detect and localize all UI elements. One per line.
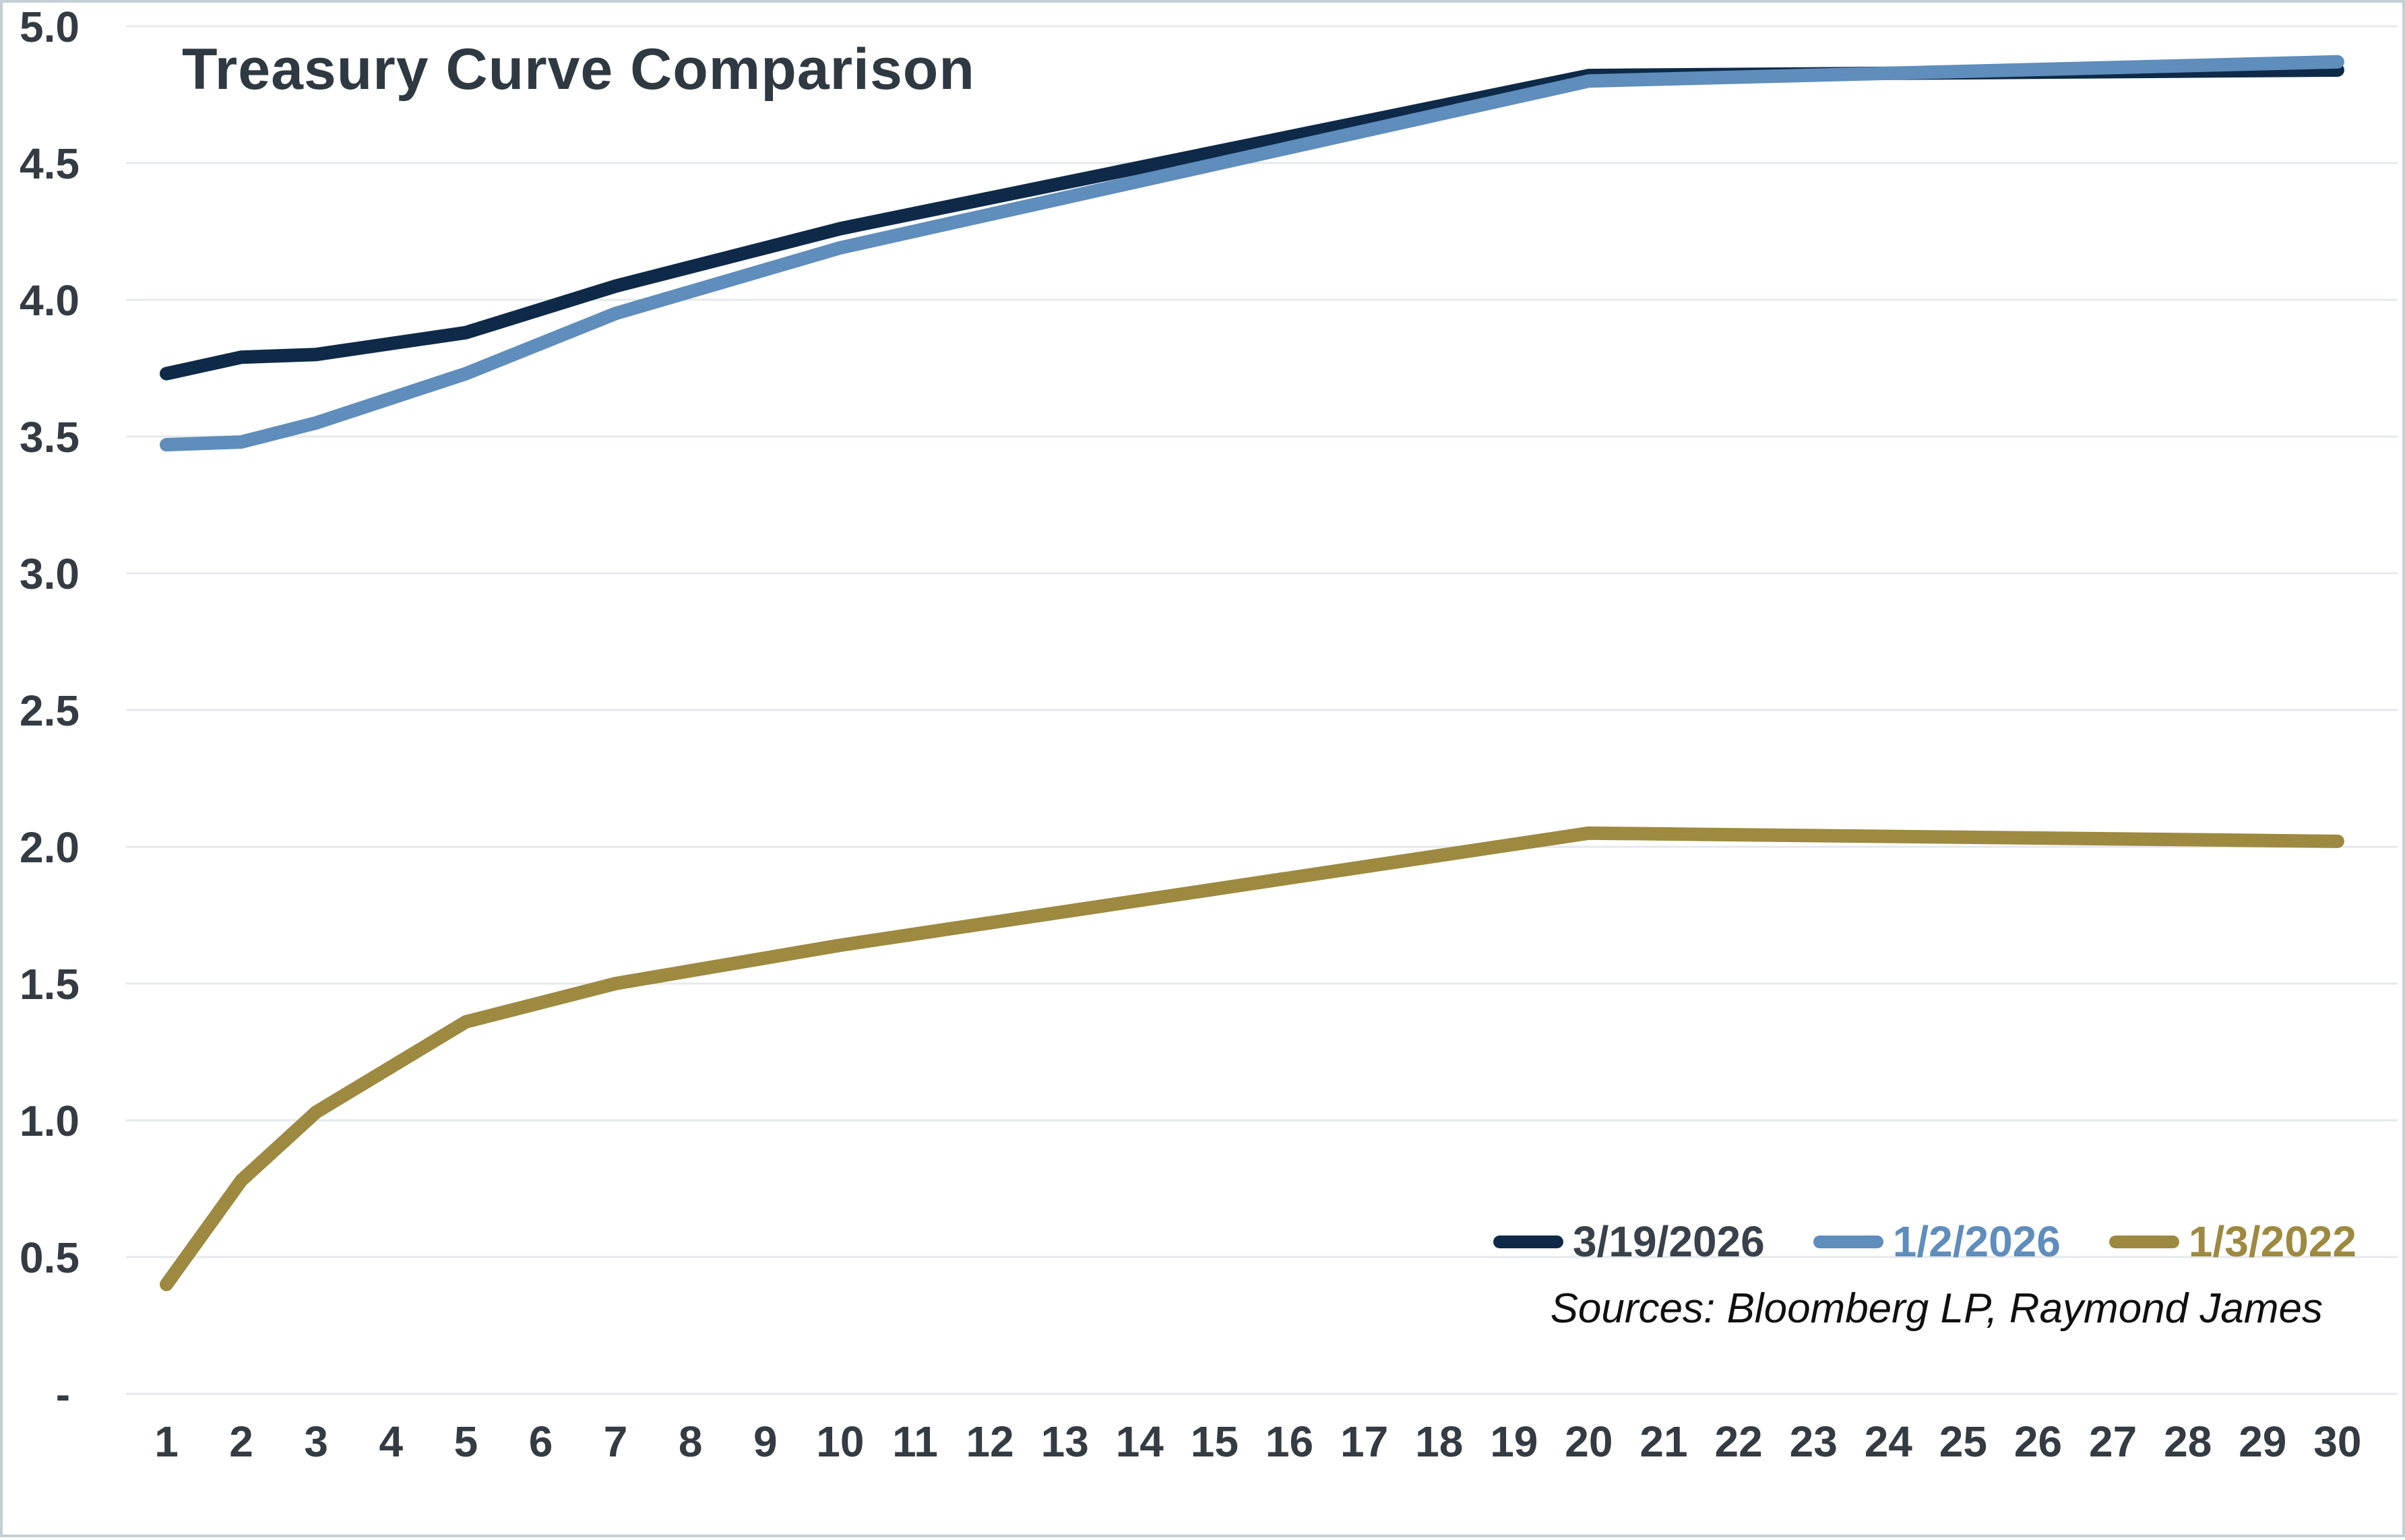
x-axis-label: 17 bbox=[1340, 1417, 1388, 1466]
y-axis-label: 2.5 bbox=[20, 686, 80, 735]
legend-label: 3/19/2026 bbox=[1573, 1217, 1765, 1266]
x-axis-label: 13 bbox=[1041, 1417, 1089, 1466]
legend-swatch bbox=[1813, 1235, 1883, 1248]
y-axis-label: 3.0 bbox=[20, 550, 80, 598]
y-axis-label: 1.5 bbox=[20, 960, 80, 1008]
x-axis-label: 7 bbox=[604, 1417, 628, 1466]
x-axis-label: 22 bbox=[1715, 1417, 1763, 1466]
x-axis-label: 2 bbox=[229, 1417, 253, 1466]
series-line-3-19-2026 bbox=[160, 63, 2344, 381]
x-axis-label: 14 bbox=[1116, 1417, 1164, 1466]
y-axis-label: 4.0 bbox=[20, 276, 80, 325]
plot-area: -0.51.01.52.02.53.03.54.04.55.01 2 3 4 5 6 7 8 9… bbox=[20, 3, 2398, 1466]
x-axis-label: 28 bbox=[2164, 1417, 2212, 1466]
x-axis-label: 27 bbox=[2089, 1417, 2137, 1466]
x-axis-label: 20 bbox=[1565, 1417, 1613, 1466]
x-axis-label: 5 bbox=[454, 1417, 478, 1466]
legend: 3/19/2026 1/2/2026 1/3/2022 bbox=[1493, 1211, 2356, 1273]
x-axis-label: 3 bbox=[304, 1417, 328, 1466]
series-line-1-3-2022 bbox=[160, 826, 2344, 1291]
x-axis-label: 25 bbox=[1939, 1417, 1987, 1466]
x-axis-label: 8 bbox=[679, 1417, 703, 1466]
legend-item-3-19-2026: 3/19/2026 bbox=[1493, 1217, 1765, 1266]
y-axis-label: 2.0 bbox=[20, 823, 80, 872]
legend-label: 1/2/2026 bbox=[1892, 1217, 2061, 1266]
y-axis-label: 0.5 bbox=[20, 1233, 80, 1282]
y-axis-label: 3.5 bbox=[20, 413, 80, 461]
x-axis-label: 19 bbox=[1490, 1417, 1538, 1466]
x-axis-label: 24 bbox=[1865, 1417, 1913, 1466]
y-axis-label: - bbox=[56, 1370, 70, 1419]
x-axis-label: 6 bbox=[529, 1417, 553, 1466]
x-axis-label: 16 bbox=[1266, 1417, 1313, 1466]
x-axis-label: 9 bbox=[753, 1417, 778, 1466]
x-axis-label: 21 bbox=[1639, 1417, 1687, 1466]
legend-item-1-3-2022: 1/3/2022 bbox=[2109, 1217, 2356, 1266]
chart-title: Treasury Curve Comparison bbox=[182, 37, 975, 102]
x-axis-label: 15 bbox=[1191, 1417, 1239, 1466]
x-axis-label: 30 bbox=[2313, 1417, 2361, 1466]
x-axis-label: 12 bbox=[966, 1417, 1014, 1466]
x-axis-label: 23 bbox=[1790, 1417, 1838, 1466]
legend-swatch bbox=[1493, 1235, 1563, 1248]
legend-item-1-2-2026: 1/2/2026 bbox=[1813, 1217, 2061, 1266]
x-axis-label: 11 bbox=[892, 1417, 938, 1466]
legend-swatch bbox=[2109, 1235, 2179, 1248]
x-axis-label: 18 bbox=[1415, 1417, 1463, 1466]
x-axis-label: 1 bbox=[154, 1417, 179, 1466]
x-axis-label: 29 bbox=[2239, 1417, 2286, 1466]
x-axis-label: 4 bbox=[379, 1417, 404, 1466]
legend-label: 1/3/2022 bbox=[2188, 1217, 2356, 1266]
sources-note: Sources: Bloomberg LP, Raymond James bbox=[1550, 1285, 2323, 1332]
y-axis-label: 1.0 bbox=[20, 1097, 80, 1145]
x-axis-label: 26 bbox=[2014, 1417, 2062, 1466]
x-axis-label: 10 bbox=[816, 1417, 864, 1466]
series-line-1-2-2026 bbox=[160, 55, 2344, 452]
y-axis-label: 5.0 bbox=[20, 3, 80, 51]
y-axis-label: 4.5 bbox=[20, 139, 80, 188]
